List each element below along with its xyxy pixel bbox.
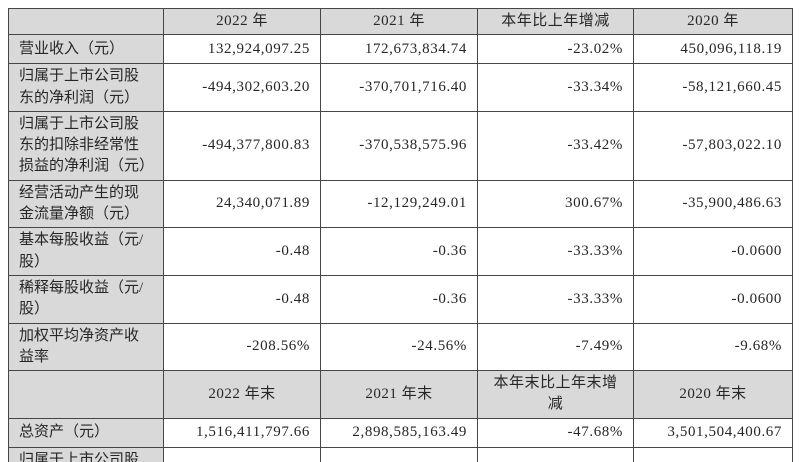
value-2021: -0.36 [320, 227, 478, 276]
value-2020: 450,096,118.19 [633, 34, 793, 65]
value-change: -33.34% [477, 63, 634, 112]
row-label: 归属于上市公司股东的扣除非经常性损益的净利润（元） [8, 110, 164, 181]
table-row-weighted-avg-roe: 加权平均净资产收益率 -208.56% -24.56% -7.49% -9.68… [8, 322, 793, 372]
value-2020: 3,501,504,400.67 [633, 417, 793, 448]
table-row-diluted-eps: 稀释每股收益（元/股） -0.48 -0.36 -33.33% -0.0600 [8, 274, 793, 324]
value-2020: -0.0600 [633, 274, 793, 324]
row-label: 营业收入（元） [8, 34, 164, 65]
yearend-header-blank [8, 370, 164, 419]
value-2022: -0.48 [163, 274, 321, 324]
value-2022: -0.48 [163, 227, 321, 276]
value-2022: -494,377,800.83 [163, 110, 321, 181]
value-2020: -35,900,486.63 [633, 179, 793, 229]
value-2022: -208.56% [163, 322, 321, 372]
financial-summary-table: 2022 年 2021 年 本年比上年增减 2020 年 营业收入（元） 132… [8, 7, 793, 462]
value-change: -23.02% [477, 34, 634, 65]
value-2020: -0.0600 [633, 227, 793, 276]
value-2021: -24.56% [320, 322, 478, 372]
value-2021: -370,701,716.40 [320, 63, 478, 112]
table-row-net-profit: 归属于上市公司股东的净利润（元） -494,302,603.20 -370,70… [8, 63, 793, 112]
value-2020: 560,193,201.32 [633, 446, 793, 462]
value-2022: 132,924,097.25 [163, 34, 321, 65]
value-2022: 24,340,071.89 [163, 179, 321, 229]
table-row-basic-eps: 基本每股收益（元/股） -0.48 -0.36 -33.33% -0.0600 [8, 227, 793, 276]
value-change: -47.68% [477, 417, 634, 448]
value-2022: 1,516,411,797.66 [163, 417, 321, 448]
value-change: -267.74% [477, 446, 634, 462]
annual-header-2020: 2020 年 [633, 7, 793, 36]
value-2021: 184,620,416.11 [320, 446, 478, 462]
value-change: 300.67% [477, 179, 634, 229]
table-row-net-profit-excl-nonrecurring: 归属于上市公司股东的扣除非经常性损益的净利润（元） -494,377,800.8… [8, 110, 793, 181]
table-row-revenue: 营业收入（元） 132,924,097.25 172,673,834.74 -2… [8, 34, 793, 65]
table-row-net-assets: 归属于上市公司股东的净资产（元） -309,682,187.09 184,620… [8, 446, 793, 462]
table-row-total-assets: 总资产（元） 1,516,411,797.66 2,898,585,163.49… [8, 417, 793, 448]
value-change: -7.49% [477, 322, 634, 372]
annual-header-2021: 2021 年 [320, 7, 478, 36]
value-change: -33.33% [477, 274, 634, 324]
yearend-header-change: 本年末比上年末增减 [477, 370, 634, 419]
yearend-header-row: 2022 年末 2021 年末 本年末比上年末增减 2020 年末 [8, 370, 793, 419]
annual-header-row: 2022 年 2021 年 本年比上年增减 2020 年 [8, 7, 793, 36]
annual-header-2022: 2022 年 [163, 7, 321, 36]
value-2022: -494,302,603.20 [163, 63, 321, 112]
row-label: 经营活动产生的现金流量净额（元） [8, 179, 164, 229]
value-2020: -9.68% [633, 322, 793, 372]
value-change: -33.33% [477, 227, 634, 276]
annual-header-blank [8, 7, 164, 36]
value-2020: -57,803,022.10 [633, 110, 793, 181]
row-label: 基本每股收益（元/股） [8, 227, 164, 276]
yearend-header-2020: 2020 年末 [633, 370, 793, 419]
table-row-operating-cash-flow: 经营活动产生的现金流量净额（元） 24,340,071.89 -12,129,2… [8, 179, 793, 229]
value-2021: 2,898,585,163.49 [320, 417, 478, 448]
annual-header-change: 本年比上年增减 [477, 7, 634, 36]
yearend-header-2022: 2022 年末 [163, 370, 321, 419]
value-2021: -0.36 [320, 274, 478, 324]
value-2020: -58,121,660.45 [633, 63, 793, 112]
value-2021: 172,673,834.74 [320, 34, 478, 65]
row-label: 归属于上市公司股东的净资产（元） [8, 446, 164, 462]
value-2021: -12,129,249.01 [320, 179, 478, 229]
yearend-header-2021: 2021 年末 [320, 370, 478, 419]
row-label: 总资产（元） [8, 417, 164, 448]
value-2021: -370,538,575.96 [320, 110, 478, 181]
row-label: 加权平均净资产收益率 [8, 322, 164, 372]
value-change: -33.42% [477, 110, 634, 181]
row-label: 稀释每股收益（元/股） [8, 274, 164, 324]
row-label: 归属于上市公司股东的净利润（元） [8, 63, 164, 112]
value-2022: -309,682,187.09 [163, 446, 321, 462]
